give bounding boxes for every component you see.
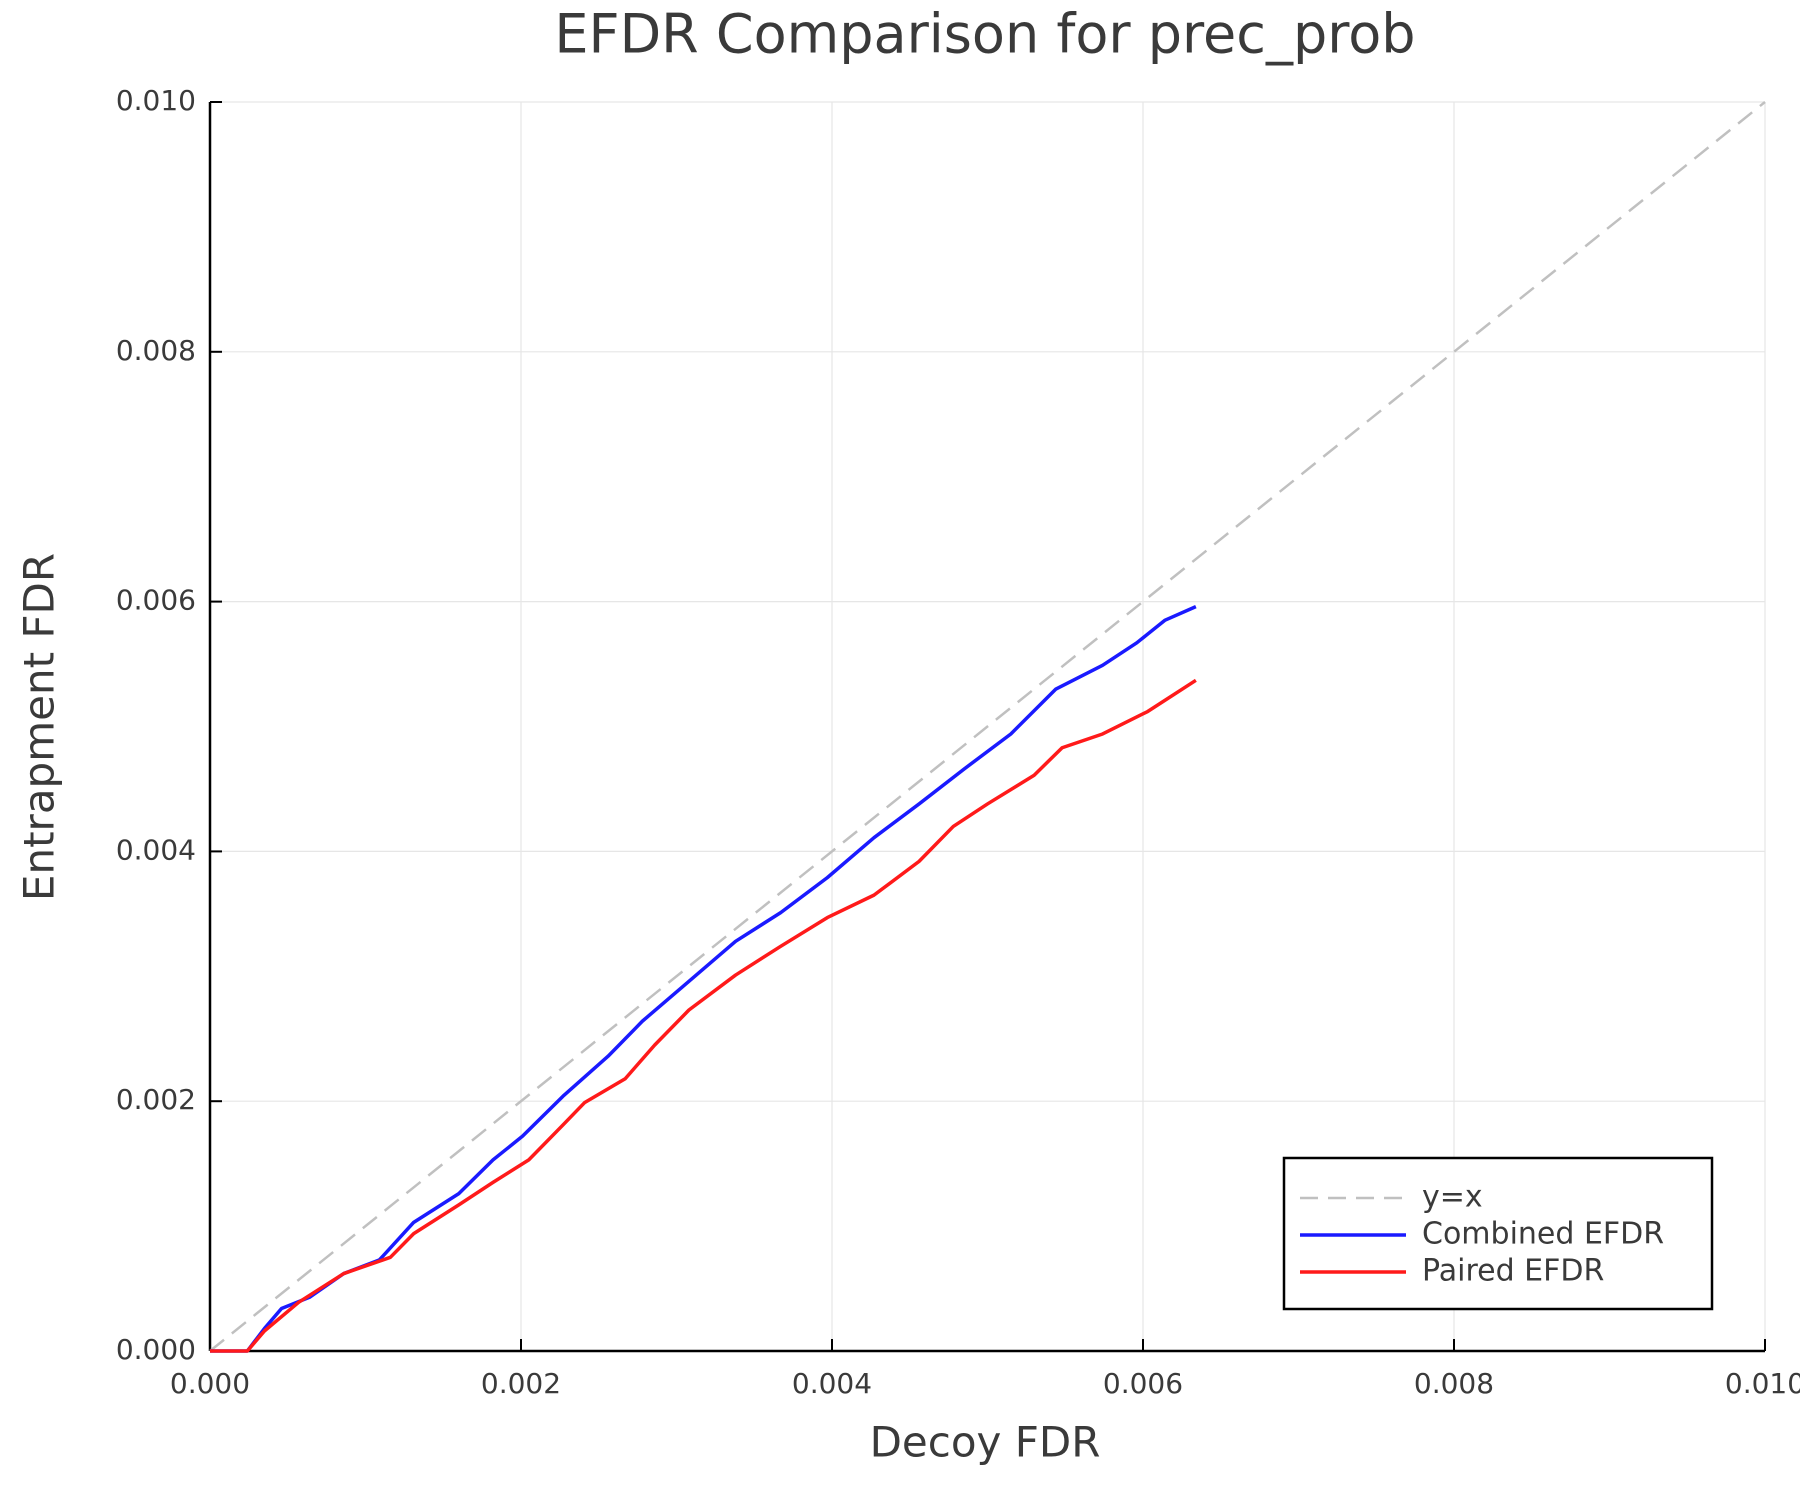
y-tick-label: 0.004 [116,833,196,866]
y-axis-label: Entrapment FDR [15,553,64,901]
x-tick-label: 0.010 [1725,1367,1800,1400]
y-tick-label: 0.006 [116,584,196,617]
x-tick-label: 0.004 [792,1367,872,1400]
y-tick-label: 0.010 [116,84,196,117]
legend-label: Paired EFDR [1422,1254,1604,1289]
legend-label: y=x [1422,1180,1483,1215]
y-tick-label: 0.008 [116,334,196,367]
x-tick-label: 0.008 [1414,1367,1494,1400]
y-tick-label: 0.000 [116,1333,196,1366]
y-tick-label: 0.002 [116,1083,196,1116]
x-tick-label: 0.006 [1103,1367,1183,1400]
series-line [210,678,1197,1353]
legend-label: Combined EFDR [1422,1217,1664,1252]
series-line [210,604,1197,1353]
x-tick-label: 0.000 [170,1367,250,1400]
x-tick-label: 0.002 [481,1367,561,1400]
chart-title: EFDR Comparison for prec_prob [554,3,1415,66]
x-axis-label: Decoy FDR [870,1418,1101,1467]
series-line [209,101,1766,1352]
